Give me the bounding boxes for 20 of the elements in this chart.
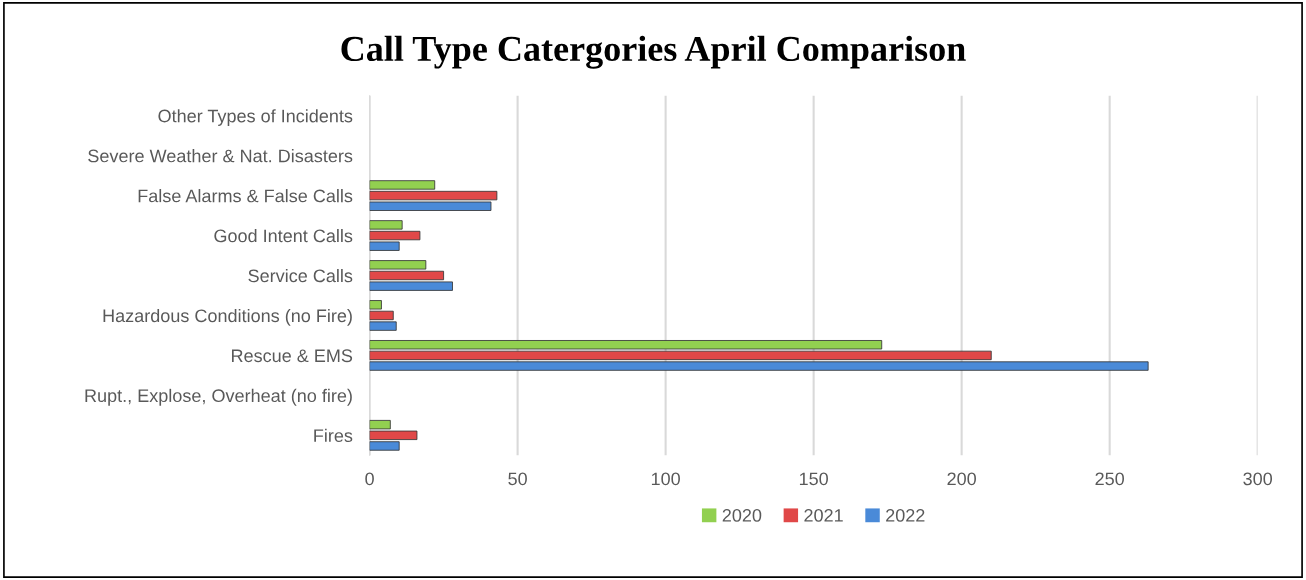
x-tick-label: 150 [799,472,828,486]
legend-label: 2022 [886,509,925,522]
chart-title: Call Type Catergories April Comparison [341,35,966,69]
y-tick-label: Hazardous Conditions (no Fire) [103,308,352,326]
legend-label: 2020 [722,509,762,522]
y-tick-label: Good Intent Calls [214,229,353,243]
y-tick-label: Fires [314,428,353,443]
legend-label: 2021 [804,509,843,522]
x-tick-label: 0 [365,472,374,486]
x-tick-label: 200 [947,472,977,486]
y-tick-label: False Alarms & False Calls [138,189,353,203]
x-tick-label: 250 [1095,472,1125,486]
y-tick-label: Other Types of Incidents [158,109,353,126]
y-tick-label: Severe Weather & Nat. Disasters [88,149,353,163]
x-tick-label: 300 [1243,472,1273,486]
x-tick-label: 50 [508,472,527,486]
y-tick-label: Rupt., Explose, Overheat (no fire) [85,388,352,406]
x-tick-label: 100 [651,472,680,486]
y-tick-label: Rescue & EMS [231,349,353,363]
y-tick-label: Service Calls [248,268,353,283]
